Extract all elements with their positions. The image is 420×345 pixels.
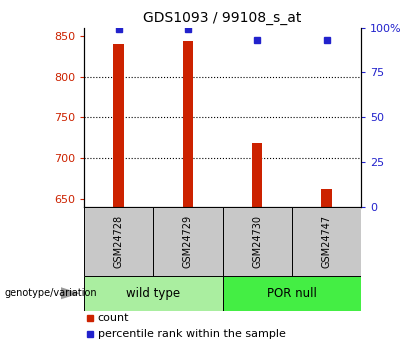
Bar <box>84 207 153 276</box>
Bar <box>292 207 361 276</box>
Text: GSM24730: GSM24730 <box>252 215 262 268</box>
Text: GSM24729: GSM24729 <box>183 215 193 268</box>
Bar <box>113 44 124 207</box>
Text: POR null: POR null <box>267 287 317 300</box>
Text: GSM24728: GSM24728 <box>114 215 123 268</box>
Bar <box>252 144 262 207</box>
Bar <box>183 41 193 207</box>
Text: percentile rank within the sample: percentile rank within the sample <box>98 329 286 339</box>
Bar <box>321 189 332 207</box>
Bar <box>223 276 361 310</box>
Title: GDS1093 / 99108_s_at: GDS1093 / 99108_s_at <box>143 11 302 25</box>
Text: genotype/variation: genotype/variation <box>4 288 97 298</box>
Bar <box>223 207 292 276</box>
Polygon shape <box>61 287 80 299</box>
Text: GSM24747: GSM24747 <box>322 215 331 268</box>
Bar <box>84 276 223 310</box>
Text: count: count <box>98 313 129 323</box>
Text: wild type: wild type <box>126 287 180 300</box>
Bar <box>153 207 223 276</box>
